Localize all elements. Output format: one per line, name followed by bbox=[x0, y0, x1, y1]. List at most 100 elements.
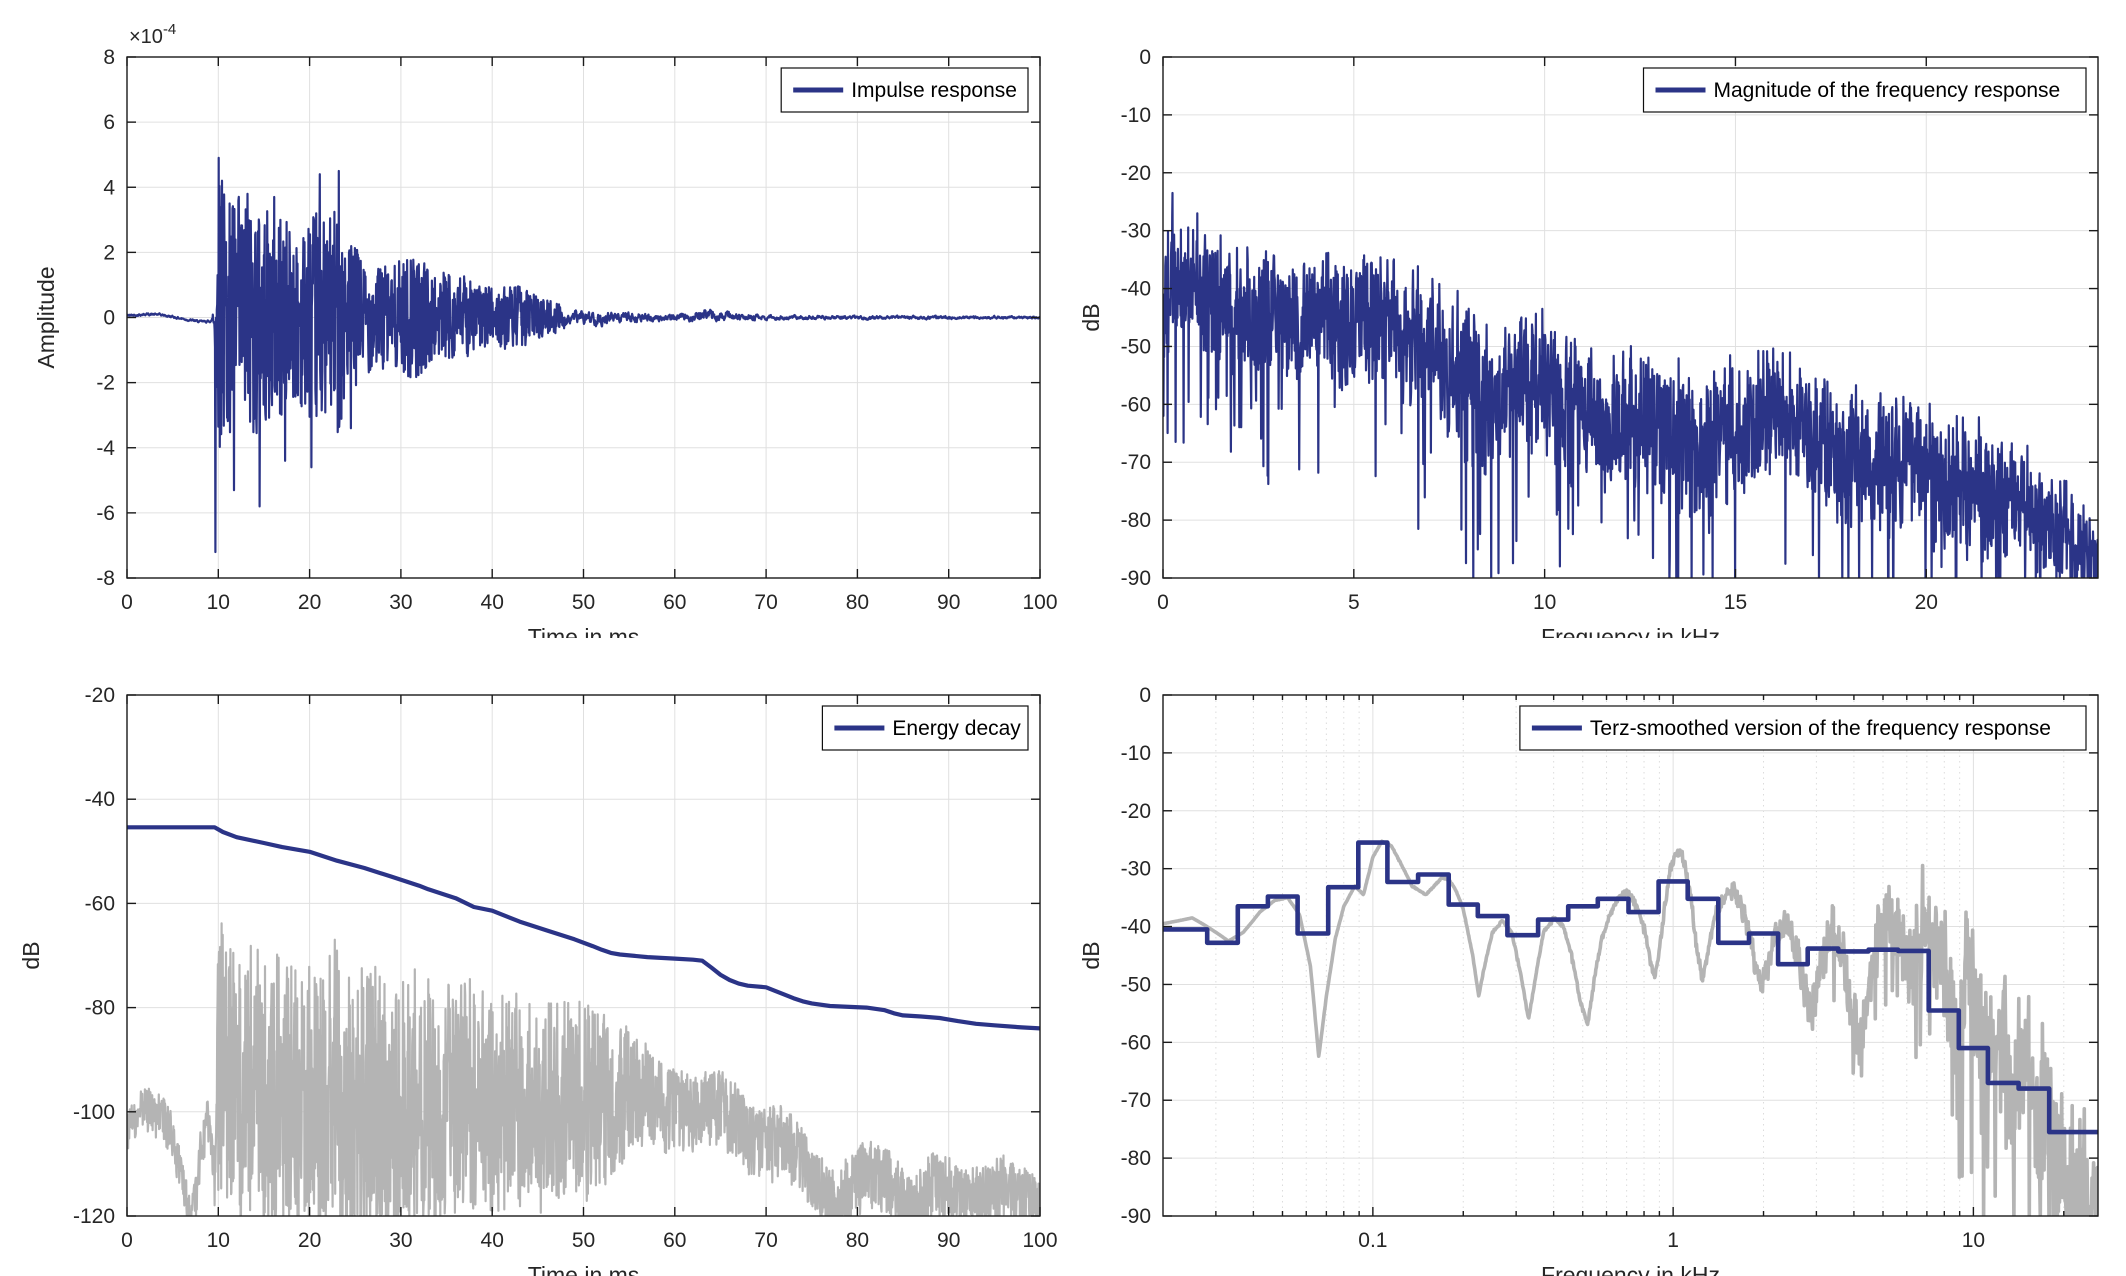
x-tick-label: 80 bbox=[846, 591, 869, 614]
y-tick-label: -2 bbox=[96, 372, 115, 395]
tick-labels: 0.1 1 10 -90 -80 -70 -60 -50 -40 -30 -20 -10 0 bbox=[1121, 684, 1985, 1252]
y-tick-label: -70 bbox=[1121, 1089, 1151, 1112]
x-tick-label: 40 bbox=[481, 591, 504, 614]
y-tick-label: 4 bbox=[103, 176, 115, 199]
x-tick-label: 60 bbox=[663, 591, 686, 614]
y-tick-label: -10 bbox=[1121, 742, 1151, 765]
series-terz-smoothed-version-of-the-frequency-response bbox=[1163, 840, 2098, 1135]
axis-ticks bbox=[126, 56, 1041, 579]
y-tick-label: -70 bbox=[1121, 451, 1151, 474]
x-tick-label: 10 bbox=[207, 1229, 230, 1252]
x-axis-label: Time in ms bbox=[528, 624, 640, 638]
x-tick-label: 10 bbox=[1533, 591, 1556, 614]
x-axis-label: Frequency in kHz bbox=[1541, 624, 1720, 638]
x-tick-label: 1 bbox=[1667, 1229, 1679, 1252]
x-tick-label: 70 bbox=[754, 591, 777, 614]
y-tick-label: -90 bbox=[1121, 567, 1151, 590]
series-impulse-response-level bbox=[127, 922, 1040, 1216]
y-axis-multiplier: ×10-4 bbox=[129, 21, 176, 48]
x-tick-label: 0 bbox=[1157, 591, 1169, 614]
y-axis-label: dB bbox=[18, 941, 44, 969]
y-tick-label: -120 bbox=[73, 1205, 115, 1228]
y-tick-label: 0 bbox=[1139, 46, 1151, 69]
tick-labels: 0 10 20 30 40 50 60 70 80 90 100 -8 -6 -4 -2 0 2 4 6 8 bbox=[96, 46, 1057, 614]
y-tick-label: 2 bbox=[103, 241, 115, 264]
y-tick-label: -100 bbox=[73, 1101, 115, 1124]
y-tick-label: -60 bbox=[1121, 1031, 1151, 1054]
magnitude-response-panel: 0 5 10 15 20 -90 -80 -70 -60 -50 -40 -30 -20 -10 0 Freq… bbox=[1063, 0, 2126, 638]
y-tick-label: -60 bbox=[85, 892, 115, 915]
impulse-response-chart: 0 10 20 30 40 50 60 70 80 90 100 -8 -6 -4 -2 0 2 4 6 8 Time … bbox=[33, 21, 1058, 638]
axis-ticks bbox=[1162, 56, 2098, 579]
energy-decay-chart: 0 10 20 30 40 50 60 70 80 90 100 -120 -100 -80 -60 -40 -… bbox=[18, 684, 1058, 1276]
y-axis-label: dB bbox=[1078, 941, 1104, 969]
y-tick-label: -40 bbox=[1121, 278, 1151, 301]
y-tick-label: -30 bbox=[1121, 858, 1151, 881]
y-tick-label: -20 bbox=[1121, 162, 1151, 185]
x-tick-label: 40 bbox=[481, 1229, 504, 1252]
x-tick-label: 30 bbox=[389, 1229, 412, 1252]
tick-labels: 0 10 20 30 40 50 60 70 80 90 100 -120 -100 -80 -60 -40 -… bbox=[73, 684, 1058, 1252]
x-tick-label: 0 bbox=[121, 591, 133, 614]
legend-label: Magnitude of the frequency response bbox=[1714, 79, 2061, 102]
x-tick-label: 30 bbox=[389, 591, 412, 614]
x-tick-label: 20 bbox=[1915, 591, 1938, 614]
y-tick-label: -60 bbox=[1121, 393, 1151, 416]
x-tick-label: 80 bbox=[846, 1229, 869, 1252]
series-group bbox=[1163, 191, 2098, 578]
y-tick-label: -50 bbox=[1121, 335, 1151, 358]
x-tick-label: 100 bbox=[1022, 591, 1057, 614]
x-tick-label: 0.1 bbox=[1358, 1229, 1387, 1252]
y-tick-label: -50 bbox=[1121, 973, 1151, 996]
x-tick-label: 10 bbox=[1962, 1229, 1985, 1252]
legend-box bbox=[1519, 705, 2087, 751]
axis-ticks bbox=[1163, 694, 2098, 1217]
y-tick-label: 0 bbox=[103, 307, 115, 330]
y-tick-label: -20 bbox=[85, 684, 115, 707]
energy-decay-panel: 0 10 20 30 40 50 60 70 80 90 100 -120 -100 -80 -60 -40 -… bbox=[0, 638, 1063, 1276]
y-axis-label: Amplitude bbox=[33, 266, 59, 368]
legend: Energy decay bbox=[821, 705, 1029, 751]
x-tick-label: 15 bbox=[1724, 591, 1747, 614]
y-tick-label: 0 bbox=[1139, 684, 1151, 707]
legend-box bbox=[1642, 67, 2087, 113]
legend: Terz-smoothed version of the frequency r… bbox=[1519, 705, 2087, 751]
tick-labels: 0 5 10 15 20 -90 -80 -70 -60 -50 -40 -30 -20 -10 0 bbox=[1121, 46, 1938, 614]
series-group bbox=[1163, 839, 2098, 1216]
y-tick-label: -40 bbox=[85, 788, 115, 811]
x-tick-label: 60 bbox=[663, 1229, 686, 1252]
series-frequency-response bbox=[1163, 839, 2098, 1216]
y-tick-label: 8 bbox=[103, 46, 115, 69]
x-tick-label: 20 bbox=[298, 591, 321, 614]
series-group bbox=[127, 825, 1040, 1216]
y-tick-label: -4 bbox=[96, 437, 115, 460]
axis-ticks bbox=[126, 694, 1041, 1217]
series-energy-decay bbox=[127, 825, 1040, 1031]
impulse-response-panel: 0 10 20 30 40 50 60 70 80 90 100 -8 -6 -4 -2 0 2 4 6 8 Time … bbox=[0, 0, 1063, 638]
y-tick-label: -80 bbox=[1121, 1147, 1151, 1170]
y-tick-label: -80 bbox=[85, 997, 115, 1020]
series-group bbox=[127, 156, 1040, 554]
terz-smoothed-panel: 0.1 1 10 -90 -80 -70 -60 -50 -40 -30 -20 -10 0 Freque… bbox=[1063, 638, 2126, 1276]
y-tick-label: -40 bbox=[1121, 916, 1151, 939]
x-tick-label: 90 bbox=[937, 1229, 960, 1252]
y-tick-label: 6 bbox=[103, 111, 115, 134]
series-impulse-response bbox=[127, 156, 1040, 554]
y-axis-label: dB bbox=[1078, 303, 1104, 331]
terz-smoothed-response-chart: 0.1 1 10 -90 -80 -70 -60 -50 -40 -30 -20 -10 0 Freque… bbox=[1078, 684, 2099, 1276]
plot-frame bbox=[1162, 56, 2099, 579]
y-tick-label: -30 bbox=[1121, 220, 1151, 243]
legend-label: Impulse response bbox=[851, 79, 1017, 102]
legend: Magnitude of the frequency response bbox=[1642, 67, 2087, 113]
x-tick-label: 0 bbox=[121, 1229, 133, 1252]
x-tick-label: 70 bbox=[754, 1229, 777, 1252]
x-tick-label: 50 bbox=[572, 591, 595, 614]
x-tick-label: 20 bbox=[298, 1229, 321, 1252]
x-tick-label: 10 bbox=[207, 591, 230, 614]
x-tick-label: 100 bbox=[1022, 1229, 1057, 1252]
y-tick-label: -20 bbox=[1121, 800, 1151, 823]
magnitude-frequency-response-chart: 0 5 10 15 20 -90 -80 -70 -60 -50 -40 -30 -20 -10 0 Freq… bbox=[1078, 46, 2099, 638]
x-axis-label: Time in ms bbox=[528, 1262, 640, 1276]
x-tick-label: 90 bbox=[937, 591, 960, 614]
